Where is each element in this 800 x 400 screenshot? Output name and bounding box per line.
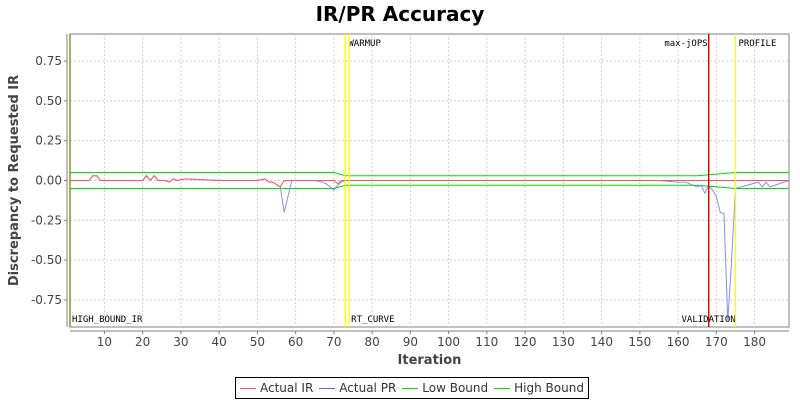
legend-item-low-bound: Low Bound: [402, 381, 488, 395]
legend-label: Actual IR: [260, 381, 314, 395]
y-tick-label: 0.00: [35, 174, 62, 188]
x-tick-label: 120: [514, 335, 537, 349]
x-tick-label: 130: [552, 335, 575, 349]
y-tick-label: -0.25: [31, 213, 62, 227]
marker-label: max-jOPS: [664, 39, 707, 49]
series-actual-ir: [70, 174, 789, 188]
x-tick-label: 10: [97, 335, 112, 349]
series-high-bound: [70, 172, 789, 177]
legend-swatch-high-bound: [494, 387, 511, 389]
marker-label: HIGH_BOUND_IR: [72, 315, 143, 325]
x-tick-label: 70: [326, 335, 341, 349]
x-axis-label: Iteration: [398, 353, 462, 368]
x-tick-label: 80: [364, 335, 379, 349]
x-tick-label: 50: [250, 335, 265, 349]
x-tick-label: 160: [667, 335, 690, 349]
legend-label: Low Bound: [422, 381, 489, 395]
x-tick-label: 180: [743, 335, 766, 349]
x-tick-label: 20: [135, 335, 150, 349]
x-tick-label: 170: [705, 335, 728, 349]
legend-item-actual-ir: Actual IR: [240, 381, 313, 395]
x-tick-label: 40: [212, 335, 227, 349]
y-tick-label: 0.25: [35, 134, 62, 148]
legend-item-actual-pr: Actual PR: [319, 381, 396, 395]
marker-label: PROFILE: [738, 39, 776, 49]
y-axis-label: Discrepancy to Requested IR: [7, 75, 22, 286]
legend-swatch-actual-pr: [319, 387, 336, 389]
chart-title: IR/PR Accuracy: [315, 2, 485, 26]
y-tick-label: 0.50: [35, 94, 62, 108]
y-tick-label: 0.75: [35, 54, 62, 68]
x-tick-label: 140: [590, 335, 613, 349]
x-tick-label: 100: [437, 335, 460, 349]
marker-label: VALIDATION: [681, 315, 735, 325]
legend-swatch-low-bound: [402, 387, 419, 389]
x-tick-label: 30: [173, 335, 188, 349]
x-tick-label: 110: [475, 335, 498, 349]
legend-label: High Bound: [514, 381, 584, 395]
legend-label: Actual PR: [339, 381, 397, 395]
legend-swatch-actual-ir: [240, 387, 256, 389]
x-tick-label: 150: [628, 335, 651, 349]
chart-legend: Actual IR Actual PR Low Bound High Bound: [235, 377, 589, 399]
x-tick-label: 90: [403, 335, 418, 349]
y-tick-label: -0.50: [31, 253, 62, 267]
marker-label: RT_CURVE: [351, 315, 394, 325]
x-tick-label: 60: [288, 335, 303, 349]
y-tick-label: -0.75: [31, 293, 62, 307]
legend-item-high-bound: High Bound: [494, 381, 584, 395]
marker-label: WARMUP: [348, 39, 381, 49]
